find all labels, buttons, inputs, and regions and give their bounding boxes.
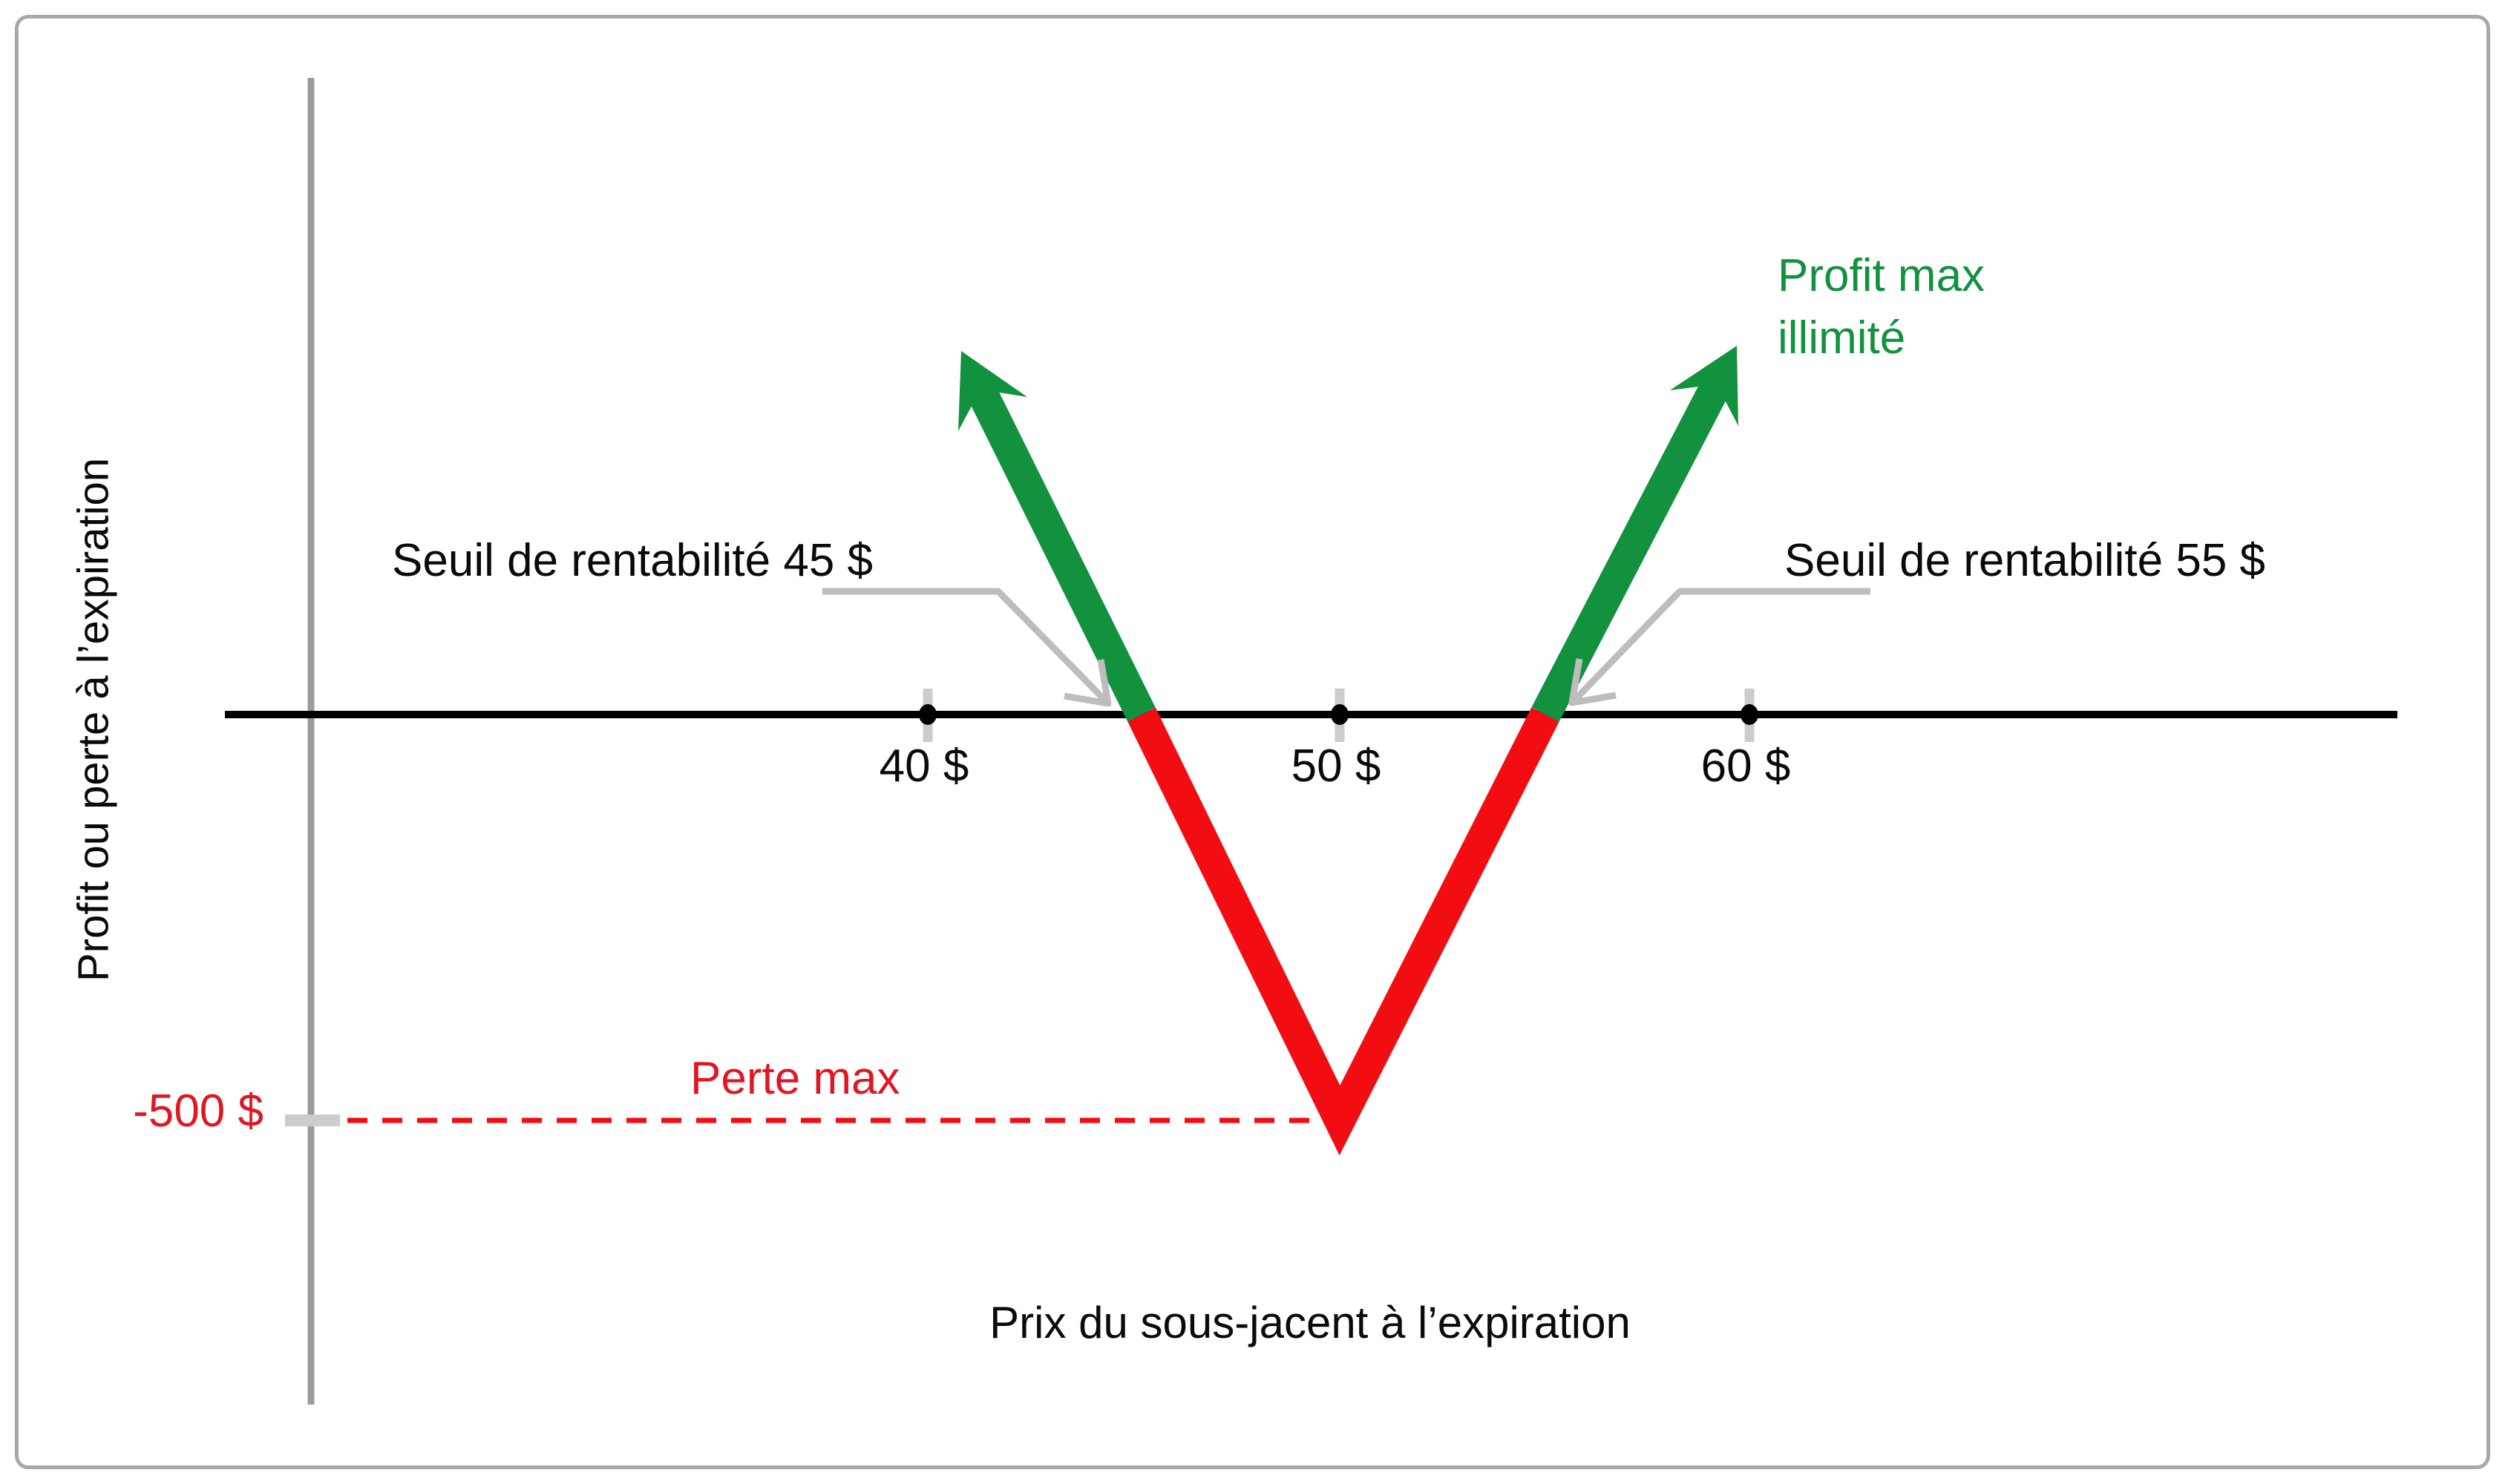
x-axis-title: Prix du sous-jacent à l’expiration xyxy=(989,1298,1631,1347)
profit-line-right xyxy=(1531,377,1731,722)
y-tick-label-minus500: -500 $ xyxy=(133,1086,263,1137)
profit-arrowhead-left-icon xyxy=(958,351,1027,431)
x-tick-label-60: 60 $ xyxy=(1700,741,1791,792)
max-profit-label-line2: illimité xyxy=(1778,312,1906,364)
callout-arrowhead-right-icon xyxy=(1568,658,1617,706)
callout-line-right xyxy=(1572,588,1870,703)
x-tick-dot-60 xyxy=(1741,704,1758,725)
x-tick-dot-50 xyxy=(1331,704,1349,725)
x-tick-dot-40 xyxy=(919,704,937,725)
max-profit-label: Profit max illimité xyxy=(1778,245,1985,370)
x-tick-dots xyxy=(919,704,1758,725)
max-profit-label-line1: Profit max xyxy=(1778,250,1985,301)
breakeven-right-label: Seuil de rentabilité 55 $ xyxy=(1784,535,2266,586)
breakeven-left-label: Seuil de rentabilité 45 $ xyxy=(392,535,874,586)
callout-arrows xyxy=(822,588,1870,707)
loss-v-line xyxy=(1127,707,1559,1156)
max-loss-label: Perte max xyxy=(690,1053,900,1104)
figure-frame xyxy=(15,15,2490,1469)
y-axis-title: Profit ou perte à l’expiration xyxy=(69,457,118,982)
profit-line-left xyxy=(966,382,1156,722)
x-tick-label-50: 50 $ xyxy=(1291,741,1381,792)
callout-line-left xyxy=(822,588,1108,703)
profit-arrowhead-right-icon xyxy=(1670,346,1738,426)
callout-arrowhead-left-icon xyxy=(1064,659,1112,707)
x-tick-label-40: 40 $ xyxy=(879,741,969,792)
